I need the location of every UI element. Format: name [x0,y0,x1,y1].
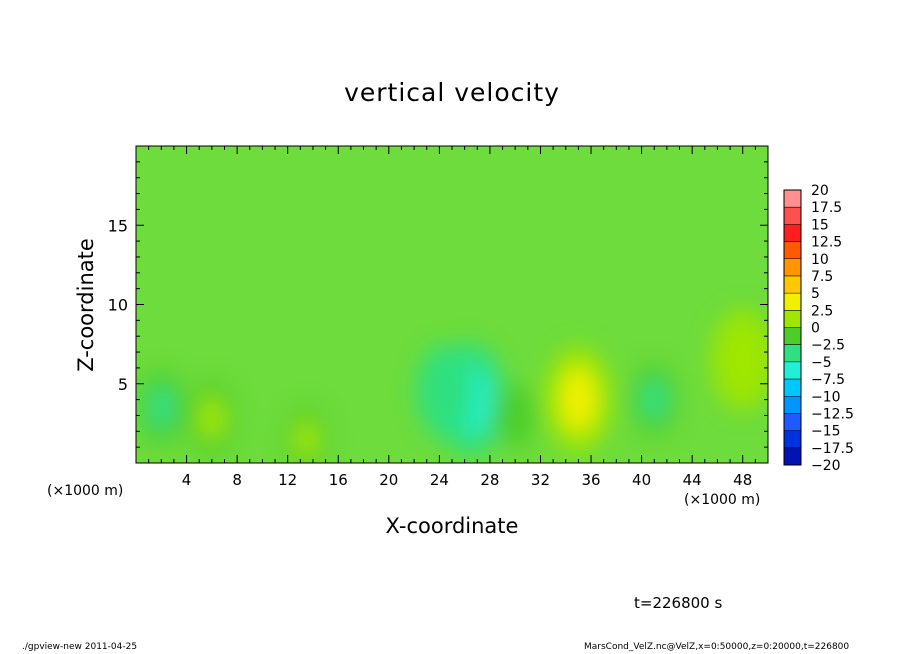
x-axis: 4 8 12 16 20 24 28 32 36 40 44 48 [135,146,769,489]
colorbar-label: 15 [811,217,829,233]
colorbar-label: 20 [811,183,829,199]
colorbar-swatch [784,241,801,260]
colorbar-label: 17.5 [811,200,842,216]
field-feature-core [198,395,226,442]
y-tick-label: 15 [108,216,128,235]
colorbar-label: −17.5 [811,441,854,457]
colorbar-swatch [784,293,801,311]
colorbar-swatch [784,207,801,225]
x-tick-label: 12 [278,471,297,489]
colorbar-label: 2.5 [811,303,833,319]
x-tick-label: 36 [581,471,600,489]
field-feature-core [147,384,176,431]
colorbar-swatch [784,379,801,397]
colorbar-label: −7.5 [811,372,845,388]
colorbar-swatch [784,224,801,243]
colorbar-label: 7.5 [811,269,833,285]
x-axis-label: X-coordinate [385,514,519,538]
footer-left: ./gpview-new 2011-04-25 [22,642,138,652]
colorbar-swatch [784,413,801,432]
y-tick-label: 5 [118,375,128,394]
field-feature-core [503,396,527,435]
x-unit-left: (×1000 m) [47,483,124,499]
colorbar-label: 10 [811,252,829,268]
x-unit-right: (×1000 m) [684,492,761,508]
time-annotation: t=226800 s [634,594,723,612]
colorbar-swatch [784,190,801,208]
field-features [136,309,768,463]
colorbar-label: 12.5 [811,235,842,251]
colorbar-swatch [784,327,801,346]
x-tick-label: 48 [733,471,752,489]
x-tick-label: 28 [480,471,499,489]
field-feature-core [294,419,319,460]
chart-title: vertical velocity [344,78,560,107]
field-feature-core [640,377,668,422]
field-feature-core [725,329,761,391]
colorbar-swatch [784,258,801,277]
colorbar-label: −5 [811,355,832,371]
colorbar-label: −12.5 [811,406,854,422]
x-tick-label: 16 [329,471,348,489]
x-tick-label: 32 [531,471,550,489]
colorbar-swatch [784,361,801,380]
colorbar-swatch [784,430,801,449]
velocity-field [136,146,768,463]
colorbar-label: −10 [811,389,841,405]
x-tick-label: 20 [379,471,398,489]
x-tick-label: 40 [632,471,651,489]
colorbar-swatch [784,447,801,466]
colorbar-label: 5 [811,286,820,302]
colorbar-swatch [784,310,801,328]
colorbar-swatch [784,275,801,294]
x-tick-label: 44 [683,471,702,489]
field-feature-core [559,367,598,432]
y-axis-label: Z-coordinate [74,238,98,372]
colorbar-label: 0 [811,321,820,337]
y-tick-label: 10 [108,296,128,315]
colorbar-swatch [784,396,801,414]
y-axis: 5 10 15 [108,161,768,448]
x-tick-label: 24 [430,471,449,489]
field-feature-core [428,363,463,421]
colorbar-swatch [784,344,801,363]
footer-right: MarsCond_VelZ.nc@VelZ,x=0:50000,z=0:2000… [584,642,850,652]
x-tick-label: 4 [182,471,192,489]
x-tick-label: 8 [232,471,242,489]
colorbar-label: −15 [811,424,841,440]
colorbar-label: −20 [811,458,841,474]
colorbar-label: −2.5 [811,338,845,354]
